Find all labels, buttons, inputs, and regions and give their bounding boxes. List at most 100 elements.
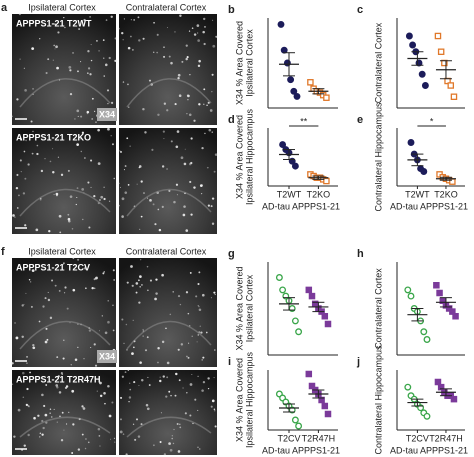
plaque [201,389,204,392]
y-axis-label: X34 % Area Covered [234,266,244,350]
plaque [56,66,59,70]
plaque [94,364,98,367]
plaque [39,436,41,438]
plaque [29,371,31,374]
plaque [157,361,159,364]
plaque [203,88,206,91]
stain-box [97,350,117,363]
plaque [125,323,128,326]
plaque [142,37,145,40]
plaque [185,44,188,47]
plaque [60,372,63,375]
plaque [213,408,216,411]
plaque [136,183,138,185]
x-tick-label: T2R47H [429,433,463,443]
plaque [31,269,35,272]
plaque [165,327,167,330]
plaque [114,37,117,40]
plaque [52,59,54,61]
plaque [14,216,16,218]
plaque [113,177,116,180]
plaque [146,407,150,411]
plaque [161,205,164,208]
plaque [203,17,206,21]
plaque [211,131,213,133]
image-label: APPPS1-21 T2WT [16,18,92,28]
plaque [186,355,188,358]
plaque [179,303,182,306]
plaque [185,57,188,61]
plaque [77,70,79,73]
data-point [291,317,299,325]
plaque [41,419,44,423]
plaque [149,279,152,282]
plaque [87,181,90,184]
micrograph [119,128,217,234]
plaque [77,448,81,451]
plaque [18,13,21,16]
plaque [211,19,214,21]
plaque [118,182,120,184]
hippocampus-outline [19,320,111,350]
plaque [137,435,141,438]
plaque [132,423,135,425]
plaque [26,362,28,364]
plaque [198,306,200,308]
plaque [202,381,206,384]
plaque [47,298,51,302]
plaque [133,381,136,384]
data-point [321,402,329,410]
plaque [214,293,216,296]
plaque [119,186,121,188]
plaque [36,144,39,147]
plaque [55,45,58,49]
plaque [154,223,157,226]
plaque [76,187,79,190]
data-point [323,177,330,185]
plaque [172,442,175,445]
plaque [107,385,110,388]
plaque [163,138,165,140]
plaque [41,433,44,436]
plaque [27,163,30,166]
plaque [68,411,70,413]
plaque [99,381,102,385]
plaque [149,198,152,202]
plaque [206,104,208,107]
plaque [11,115,13,117]
panel-letter: i [228,356,231,368]
plaque [71,389,75,393]
data-point [407,292,415,300]
plaque [148,384,151,387]
plaque [30,120,33,123]
plaque [23,150,26,153]
plaque [113,437,116,439]
plaque [23,67,25,69]
plaque [146,197,149,199]
plaque [200,193,203,195]
plaque [12,214,15,217]
data-point [423,336,431,343]
data-point [287,76,295,84]
plaque [157,113,160,117]
plaque [23,303,25,305]
plaque [51,279,54,282]
plaque [122,39,124,41]
plaque [139,361,142,364]
plaque [21,335,24,339]
plaque [145,403,149,407]
plaque [110,15,113,18]
data-point [308,292,316,300]
group-label: AD-tau APPPS1-21 [262,201,340,211]
plaque [24,136,26,139]
data-point [436,289,443,297]
plaque [138,165,142,168]
plaque [188,342,190,344]
plaque [143,192,145,194]
plaque [147,289,149,292]
data-point [418,70,426,78]
plaque [52,171,55,174]
y-axis-label: Contralateral Hippocampus [373,102,383,212]
plaque [187,356,190,359]
plaque [175,372,178,376]
